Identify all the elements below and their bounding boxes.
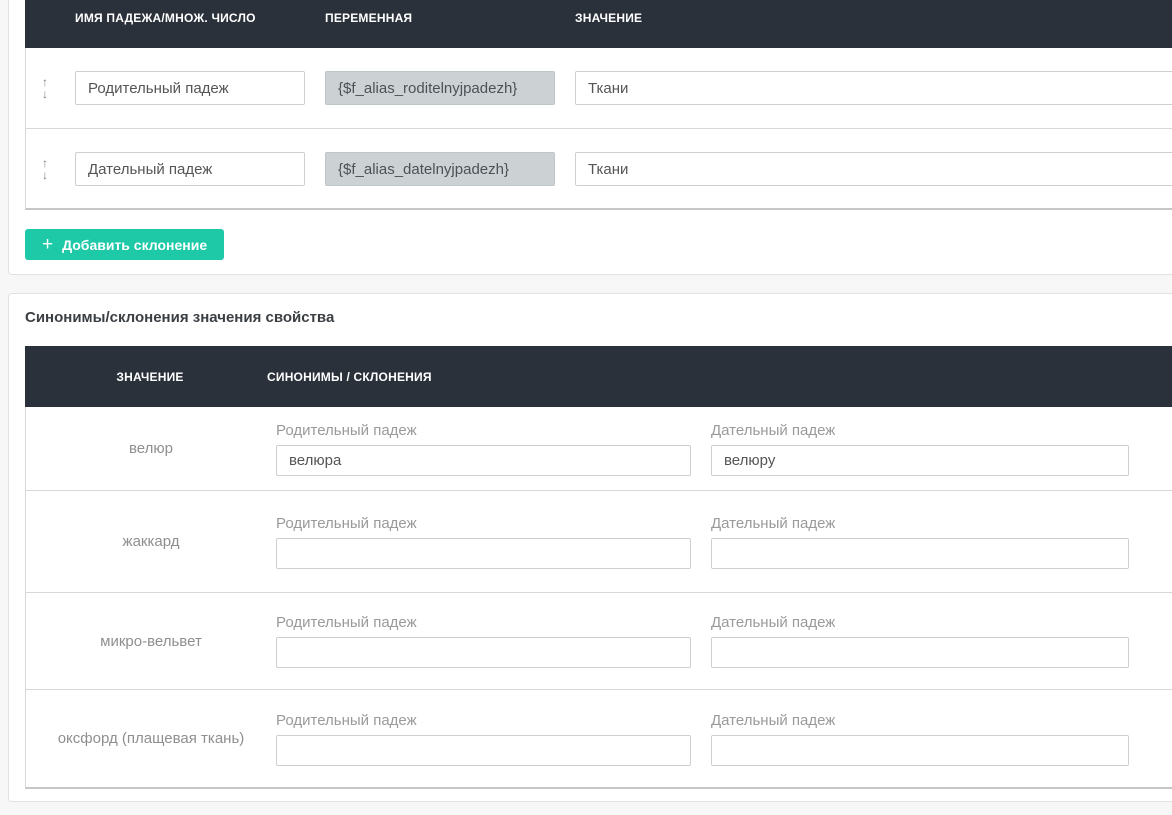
field-group-genitive: Родительный падеж — [276, 422, 691, 476]
dative-input[interactable] — [711, 734, 1129, 766]
dative-input[interactable] — [711, 444, 1129, 476]
field-group-genitive: Родительный падеж — [276, 515, 691, 569]
property-value-label: оксфорд (плащевая ткань) — [57, 730, 245, 747]
synonyms-panel-title: Синонимы/склонения значения свойства — [25, 309, 335, 326]
dative-input[interactable] — [711, 637, 1129, 668]
variable-input-readonly — [325, 71, 555, 105]
arrow-up-icon: ↑ — [42, 156, 48, 170]
genitive-input[interactable] — [276, 537, 691, 569]
case-name-input[interactable] — [75, 71, 305, 105]
field-label: Родительный падеж — [276, 421, 417, 439]
row-divider — [25, 128, 1172, 129]
table-row: микро-вельвет Родительный падеж Дательны… — [26, 593, 1172, 690]
field-group-genitive: Родительный падеж — [276, 614, 691, 668]
property-value-label: жаккард — [122, 533, 180, 550]
field-label: Дательный падеж — [711, 514, 836, 532]
arrow-down-icon: ↓ — [42, 87, 48, 101]
genitive-input[interactable] — [276, 734, 691, 766]
property-value-label: микро-вельвет — [100, 632, 202, 650]
property-value-label: велюр — [129, 440, 173, 457]
table-row: жаккард Родительный падеж Дательный паде… — [26, 491, 1172, 593]
drag-handle-icon[interactable]: ↑ ↓ — [38, 157, 52, 181]
column-header-value: ЗНАЧЕНИЕ — [116, 370, 184, 384]
field-group-dative: Дательный падеж — [711, 614, 1129, 668]
case-value-input[interactable] — [575, 152, 1172, 186]
plus-icon: + — [42, 234, 54, 255]
field-label: Дательный падеж — [711, 711, 836, 729]
arrow-up-icon: ↑ — [42, 75, 48, 89]
field-label: Родительный падеж — [276, 514, 417, 532]
synonyms-table-header: ЗНАЧЕНИЕ СИНОНИМЫ / СКЛОНЕНИЯ — [25, 346, 1172, 407]
column-header-variable: ПЕРЕМЕННАЯ — [325, 11, 413, 25]
genitive-input[interactable] — [276, 637, 691, 668]
column-header-synonyms: СИНОНИМЫ / СКЛОНЕНИЯ — [267, 370, 432, 384]
add-declension-button-label: Добавить склонение — [62, 236, 208, 253]
case-value-input[interactable] — [575, 71, 1172, 105]
synonyms-table-body: велюр Родительный падеж Дательный падеж … — [25, 407, 1172, 789]
field-label: Родительный падеж — [276, 614, 417, 631]
field-group-dative: Дательный падеж — [711, 712, 1129, 766]
dative-input[interactable] — [711, 537, 1129, 569]
field-label: Дательный падеж — [711, 421, 836, 439]
table-row: оксфорд (плащевая ткань) Родительный пад… — [26, 690, 1172, 787]
case-name-input[interactable] — [75, 152, 305, 186]
drag-handle-icon[interactable]: ↑ ↓ — [38, 76, 52, 100]
declensions-table-header: ИМЯ ПАДЕЖА/МНОЖ. ЧИСЛО ПЕРЕМЕННАЯ ЗНАЧЕН… — [25, 0, 1172, 48]
field-label: Дательный падеж — [711, 614, 836, 631]
field-group-dative: Дательный падеж — [711, 422, 1129, 476]
field-group-dative: Дательный падеж — [711, 515, 1129, 569]
field-group-genitive: Родительный падеж — [276, 712, 691, 766]
genitive-input[interactable] — [276, 444, 691, 476]
field-label: Родительный падеж — [276, 711, 417, 729]
column-header-value: ЗНАЧЕНИЕ — [575, 11, 643, 25]
table-row: велюр Родительный падеж Дательный падеж — [26, 407, 1172, 491]
add-declension-button[interactable]: + Добавить склонение — [25, 229, 225, 260]
arrow-down-icon: ↓ — [42, 168, 48, 182]
column-header-case-name: ИМЯ ПАДЕЖА/МНОЖ. ЧИСЛО — [75, 11, 256, 25]
variable-input-readonly — [325, 152, 555, 186]
